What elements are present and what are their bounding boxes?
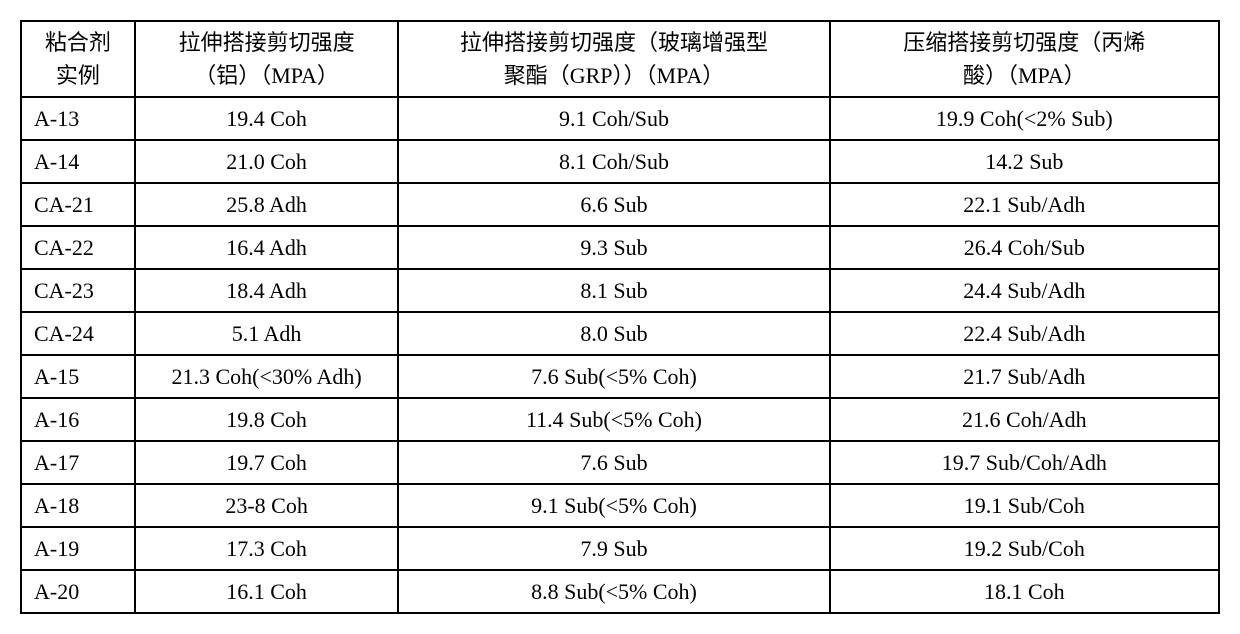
cell-grp: 11.4 Sub(<5% Coh) [398,398,829,441]
header-text: 粘合剂 [30,26,126,59]
cell-acrylic: 24.4 Sub/Adh [830,269,1219,312]
cell-acrylic: 19.7 Sub/Coh/Adh [830,441,1219,484]
cell-id: A-20 [21,570,135,613]
cell-grp: 8.1 Coh/Sub [398,140,829,183]
data-table-container: 粘合剂 实例 拉伸搭接剪切强度 （铝）（MPA） 拉伸搭接剪切强度（玻璃增强型 … [20,20,1220,614]
header-col-acrylic: 压缩搭接剪切强度（丙烯 酸）（MPA） [830,21,1219,97]
cell-acrylic: 26.4 Coh/Sub [830,226,1219,269]
cell-aluminum: 19.7 Coh [135,441,399,484]
cell-aluminum: 16.4 Adh [135,226,399,269]
cell-acrylic: 19.9 Coh(<2% Sub) [830,97,1219,140]
cell-acrylic: 19.2 Sub/Coh [830,527,1219,570]
header-text: 酸）（MPA） [839,59,1210,92]
cell-grp: 7.6 Sub [398,441,829,484]
header-col-grp: 拉伸搭接剪切强度（玻璃增强型 聚酯（GRP））（MPA） [398,21,829,97]
cell-acrylic: 21.7 Sub/Adh [830,355,1219,398]
table-header-row: 粘合剂 实例 拉伸搭接剪切强度 （铝）（MPA） 拉伸搭接剪切强度（玻璃增强型 … [21,21,1219,97]
cell-aluminum: 21.0 Coh [135,140,399,183]
cell-aluminum: 18.4 Adh [135,269,399,312]
cell-acrylic: 19.1 Sub/Coh [830,484,1219,527]
cell-acrylic: 22.4 Sub/Adh [830,312,1219,355]
cell-grp: 9.3 Sub [398,226,829,269]
cell-grp: 9.1 Coh/Sub [398,97,829,140]
cell-id: CA-21 [21,183,135,226]
table-row: CA-245.1 Adh8.0 Sub22.4 Sub/Adh [21,312,1219,355]
table-row: A-1619.8 Coh11.4 Sub(<5% Coh)21.6 Coh/Ad… [21,398,1219,441]
cell-id: A-17 [21,441,135,484]
cell-aluminum: 17.3 Coh [135,527,399,570]
header-col-aluminum: 拉伸搭接剪切强度 （铝）（MPA） [135,21,399,97]
header-text: 实例 [30,59,126,92]
cell-acrylic: 14.2 Sub [830,140,1219,183]
cell-aluminum: 21.3 Coh(<30% Adh) [135,355,399,398]
cell-grp: 8.0 Sub [398,312,829,355]
cell-grp: 7.9 Sub [398,527,829,570]
table-row: A-1421.0 Coh8.1 Coh/Sub14.2 Sub [21,140,1219,183]
header-text: （铝）（MPA） [144,59,390,92]
table-row: CA-2125.8 Adh6.6 Sub22.1 Sub/Adh [21,183,1219,226]
cell-aluminum: 19.4 Coh [135,97,399,140]
header-text: 聚酯（GRP））（MPA） [407,59,820,92]
cell-aluminum: 5.1 Adh [135,312,399,355]
table-row: A-1521.3 Coh(<30% Adh)7.6 Sub(<5% Coh)21… [21,355,1219,398]
cell-aluminum: 25.8 Adh [135,183,399,226]
cell-id: CA-23 [21,269,135,312]
cell-id: A-14 [21,140,135,183]
cell-grp: 7.6 Sub(<5% Coh) [398,355,829,398]
cell-acrylic: 21.6 Coh/Adh [830,398,1219,441]
cell-aluminum: 16.1 Coh [135,570,399,613]
table-row: A-1719.7 Coh7.6 Sub19.7 Sub/Coh/Adh [21,441,1219,484]
cell-grp: 8.1 Sub [398,269,829,312]
cell-id: CA-24 [21,312,135,355]
table-row: A-1823-8 Coh9.1 Sub(<5% Coh)19.1 Sub/Coh [21,484,1219,527]
table-row: CA-2318.4 Adh8.1 Sub24.4 Sub/Adh [21,269,1219,312]
table-row: A-1319.4 Coh9.1 Coh/Sub19.9 Coh(<2% Sub) [21,97,1219,140]
cell-acrylic: 22.1 Sub/Adh [830,183,1219,226]
cell-id: A-15 [21,355,135,398]
table-row: A-2016.1 Coh8.8 Sub(<5% Coh)18.1 Coh [21,570,1219,613]
cell-aluminum: 23-8 Coh [135,484,399,527]
header-text: 压缩搭接剪切强度（丙烯 [839,26,1210,59]
header-text: 拉伸搭接剪切强度 [144,26,390,59]
cell-id: A-13 [21,97,135,140]
cell-grp: 9.1 Sub(<5% Coh) [398,484,829,527]
cell-acrylic: 18.1 Coh [830,570,1219,613]
table-row: A-1917.3 Coh7.9 Sub19.2 Sub/Coh [21,527,1219,570]
table-row: CA-2216.4 Adh9.3 Sub26.4 Coh/Sub [21,226,1219,269]
cell-id: CA-22 [21,226,135,269]
cell-id: A-18 [21,484,135,527]
data-table: 粘合剂 实例 拉伸搭接剪切强度 （铝）（MPA） 拉伸搭接剪切强度（玻璃增强型 … [20,20,1220,614]
header-col-id: 粘合剂 实例 [21,21,135,97]
cell-grp: 6.6 Sub [398,183,829,226]
cell-id: A-19 [21,527,135,570]
cell-aluminum: 19.8 Coh [135,398,399,441]
table-body: A-1319.4 Coh9.1 Coh/Sub19.9 Coh(<2% Sub)… [21,97,1219,613]
cell-grp: 8.8 Sub(<5% Coh) [398,570,829,613]
cell-id: A-16 [21,398,135,441]
header-text: 拉伸搭接剪切强度（玻璃增强型 [407,26,820,59]
